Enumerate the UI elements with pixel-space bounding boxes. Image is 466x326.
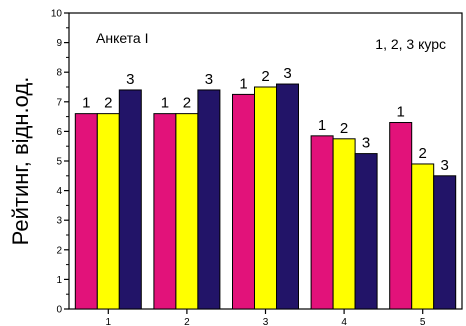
bar — [276, 83, 299, 310]
y-tick-label: 0 — [56, 305, 62, 316]
bar — [332, 138, 356, 310]
y-tick-label: 8 — [56, 68, 62, 79]
bar — [197, 89, 221, 310]
bar-data-label: 2 — [340, 120, 348, 137]
bar-data-label: 3 — [441, 157, 449, 174]
bar-data-label: 2 — [261, 68, 269, 85]
x-tick-label: 4 — [341, 317, 347, 326]
x-axis: 1 2 3 4 5 — [106, 309, 426, 326]
x-tick-label: 3 — [263, 317, 269, 326]
bar — [354, 153, 378, 310]
bar — [175, 113, 199, 310]
bar — [389, 122, 413, 310]
bar-data-label: 3 — [283, 65, 291, 82]
y-axis: 0 1 2 3 4 5 6 7 8 9 10 — [51, 9, 69, 316]
bar — [118, 89, 142, 310]
y-tick-label: 4 — [56, 186, 62, 197]
bar-data-label: 2 — [104, 95, 112, 112]
annotation-top-left: Анкета I — [96, 30, 149, 46]
bar-data-label: 1 — [239, 75, 247, 92]
bar — [254, 86, 277, 310]
bar-data-label: 2 — [183, 95, 191, 112]
y-tick-label: 1 — [56, 275, 62, 286]
bar-data-label: 1 — [318, 117, 326, 134]
bar — [310, 135, 334, 310]
bar — [96, 113, 120, 310]
y-tick-label: 2 — [56, 245, 62, 256]
bar-data-label: 3 — [205, 71, 213, 88]
x-tick-label: 2 — [184, 317, 190, 326]
x-tick-label: 1 — [106, 317, 112, 326]
y-tick-label: 9 — [56, 38, 62, 49]
y-axis-label: Рейтинг, відн.од. — [8, 77, 33, 246]
bar-data-label: 3 — [362, 135, 370, 152]
y-tick-label: 7 — [56, 97, 62, 108]
y-tick-label: 6 — [56, 127, 62, 138]
bar — [411, 163, 435, 310]
x-tick-label: 5 — [420, 317, 426, 326]
bar-data-label: 1 — [397, 104, 405, 121]
bar-data-label: 1 — [82, 95, 90, 112]
bar — [74, 113, 98, 310]
bar — [433, 175, 457, 310]
bar-data-label: 1 — [161, 95, 169, 112]
bar — [153, 113, 177, 310]
bar-data-label: 3 — [126, 71, 134, 88]
bar — [232, 93, 255, 310]
bar-data-label: 2 — [419, 145, 427, 162]
annotation-top-right: 1, 2, 3 курс — [375, 36, 446, 52]
y-tick-label: 5 — [56, 157, 62, 168]
y-tick-label: 3 — [56, 216, 62, 227]
y-tick-label: 10 — [51, 9, 63, 20]
bars — [74, 83, 457, 310]
